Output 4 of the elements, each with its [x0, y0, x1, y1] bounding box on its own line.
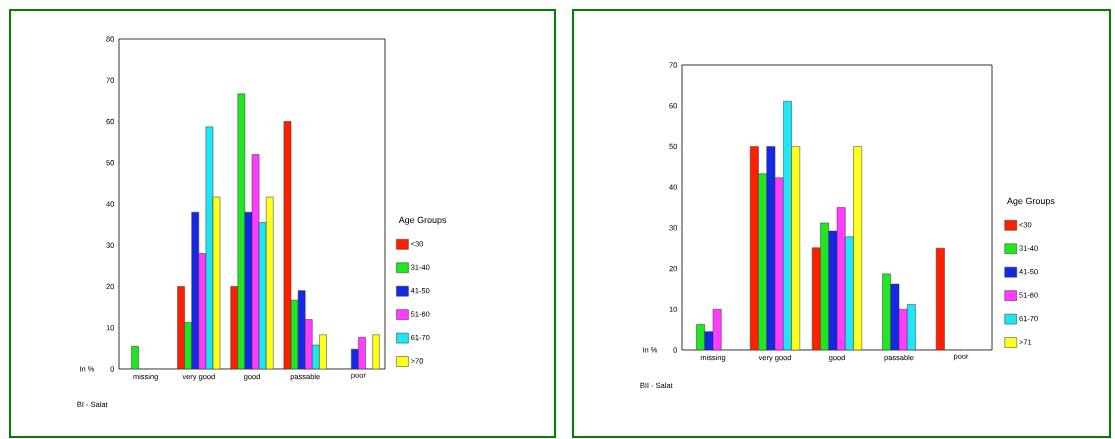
- bar: [372, 334, 380, 369]
- legend-title: Age Groups: [1007, 197, 1055, 206]
- bar: [131, 346, 139, 369]
- legend-title: Age Groups: [398, 216, 447, 225]
